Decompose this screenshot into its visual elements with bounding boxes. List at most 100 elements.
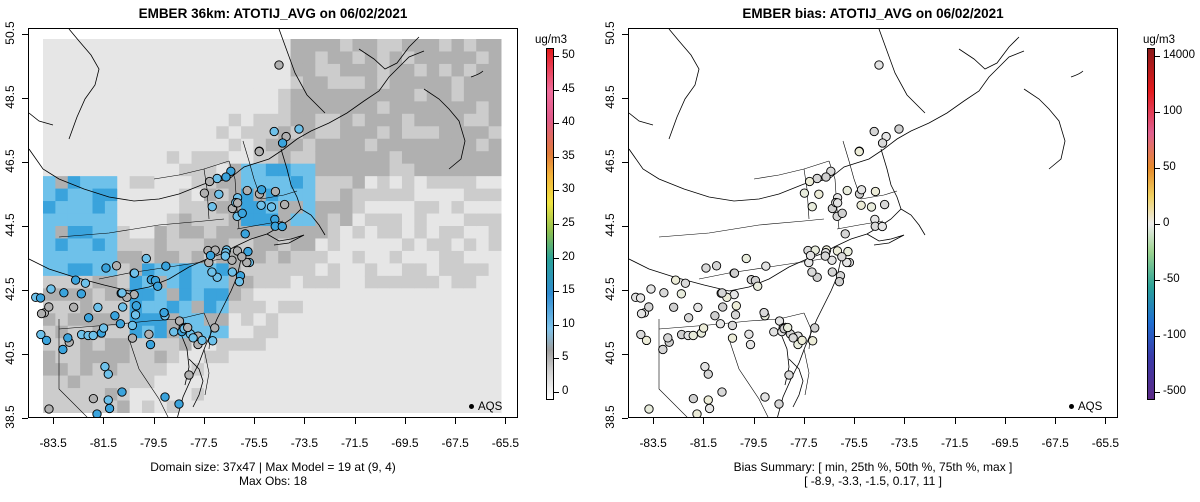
bias-site-marker [869, 126, 879, 137]
aqs-site-marker [141, 253, 151, 264]
aqs-site-marker [266, 202, 277, 212]
y-tick-mark [22, 290, 28, 292]
colorbar-label: 50 [562, 49, 575, 61]
bias-site-marker [832, 198, 843, 208]
aqs-site-marker [269, 126, 279, 137]
coastline-boundaries [29, 29, 484, 417]
aqs-site-marker [127, 320, 138, 331]
bias-site-marker [807, 202, 817, 212]
aqs-site-marker [256, 185, 267, 195]
aqs-site-marker [100, 361, 110, 372]
aqs-site-marker [254, 146, 264, 157]
coastline [188, 358, 204, 408]
aqs-site-marker [205, 250, 216, 261]
y-tick-label: 46.5 [3, 149, 17, 173]
x-tick-label: -79.5 [139, 436, 168, 450]
y-tick-label: 50.5 [603, 21, 617, 46]
x-tick-label: -77.5 [790, 436, 818, 450]
right-caption-line2: [ -8.9, -3.3, -1.5, 0.17, 11 ] [804, 474, 942, 488]
aqs-site-marker [232, 198, 243, 208]
aqs-site-marker [69, 302, 79, 312]
bias-site-marker [715, 319, 726, 329]
left-caption-line2: Max Obs: 18 [238, 474, 308, 488]
bias-site-marker [644, 404, 654, 414]
x-tick-mark [1055, 418, 1057, 424]
aqs-site-marker [58, 344, 68, 355]
bias-site-marker [840, 229, 850, 239]
aqs-site-marker [227, 255, 237, 265]
aqs-site-marker [243, 246, 253, 257]
bias-site-marker [680, 278, 691, 288]
aqs-site-marker [169, 327, 179, 337]
coastline [833, 148, 902, 248]
x-tick-mark [803, 418, 805, 424]
y-tick-mark [622, 290, 628, 292]
colorbar-tick [1155, 336, 1160, 337]
coastline [1023, 88, 1066, 170]
coastline [866, 233, 905, 246]
x-tick-label: -67.5 [441, 436, 469, 450]
bias-site-marker [636, 329, 646, 340]
bias-site-marker [688, 393, 699, 404]
coastline [29, 112, 54, 126]
aqs-site-marker [221, 172, 231, 182]
coastline [278, 29, 326, 114]
colorbar-tick [554, 291, 559, 293]
x-tick-mark [1004, 418, 1006, 424]
aqs-site-marker [36, 329, 46, 340]
aqs-site-marker [188, 333, 198, 343]
bias-site-marker [784, 370, 794, 380]
colorbar-tick [554, 89, 559, 91]
state-boundary [753, 160, 830, 180]
bias-site-marker [799, 188, 810, 198]
x-tick-mark [954, 418, 956, 424]
colorbar-tick [554, 257, 559, 259]
aqs-site-marker [36, 308, 47, 319]
x-tick-mark [404, 418, 406, 424]
y-tick-label: 40.5 [3, 341, 17, 365]
bias-site-marker [701, 263, 711, 273]
bias-site-marker [866, 202, 877, 212]
x-tick-label: -65.5 [491, 436, 520, 450]
y-tick-label: 44.5 [603, 213, 617, 237]
aqs-site-marker [210, 323, 220, 333]
colorbar-label: 20 [562, 250, 575, 263]
bias-site-marker [644, 302, 654, 312]
bias-site-marker [711, 261, 722, 271]
bias-site-marker [837, 208, 847, 218]
coastline [958, 36, 1020, 70]
bias-site-marker [753, 281, 763, 291]
bias-site-marker [683, 313, 694, 323]
colorbar-label: 10 [562, 317, 575, 330]
aqs-site-marker [115, 319, 126, 329]
bias-site-marker [827, 267, 837, 277]
aqs-site-marker [103, 395, 113, 405]
bias-site-marker [834, 277, 845, 287]
bias-site-marker [843, 246, 853, 257]
colorbar-label: -50 [1163, 273, 1180, 285]
bias-site-marker [704, 403, 715, 414]
left-map-plot: AQS [28, 28, 518, 418]
colorbar-label: 25 [562, 217, 575, 229]
left-map-canvas [29, 29, 502, 417]
x-tick-label: -75.5 [240, 436, 268, 450]
x-tick-label: -71.5 [940, 436, 969, 450]
colorbar-tick [1155, 224, 1160, 225]
colorbar-label: -500 [1163, 385, 1187, 397]
aqs-site-marker [44, 302, 54, 312]
bias-site-marker [688, 330, 698, 341]
aqs-site-marker [208, 336, 218, 346]
state-boundary [153, 160, 230, 180]
bias-site-marker [700, 361, 710, 372]
coastline [668, 29, 700, 140]
colorbar-tick [1155, 112, 1160, 113]
aqs-site-marker [237, 252, 247, 262]
aqs-site-marker [127, 333, 138, 343]
aqs-site-marker [101, 263, 111, 273]
y-tick-mark [22, 226, 28, 228]
x-tick-label: -69.5 [991, 436, 1019, 450]
aqs-site-marker [117, 288, 127, 298]
x-tick-mark [304, 418, 306, 424]
bias-site-marker [879, 199, 890, 210]
colorbar-label: -100 [1163, 329, 1187, 341]
